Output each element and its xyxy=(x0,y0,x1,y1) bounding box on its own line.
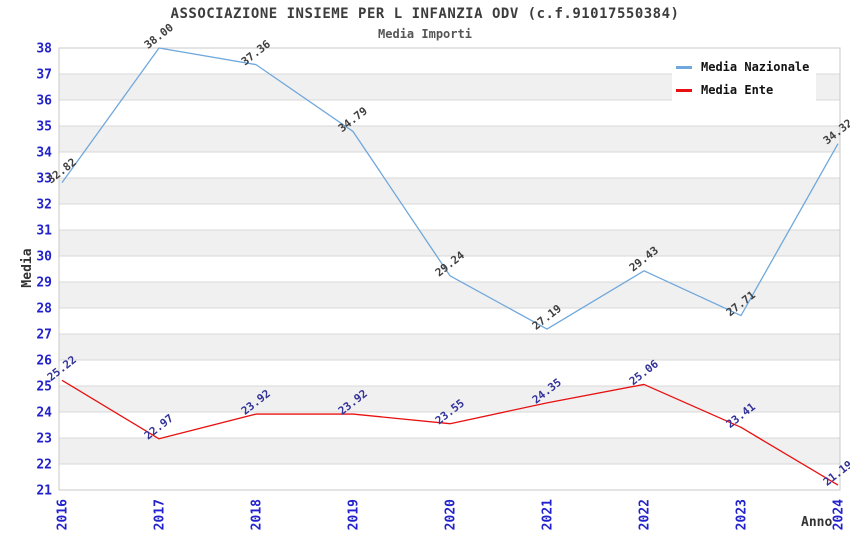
y-tick-label: 30 xyxy=(36,250,52,265)
y-tick-label: 22 xyxy=(36,458,52,473)
y-tick-label: 31 xyxy=(36,224,52,239)
x-tick-label: 2017 xyxy=(153,499,168,530)
line-swatch-nazionale-icon xyxy=(676,65,692,69)
chart-subtitle: Media Importi xyxy=(378,27,472,41)
plot-border xyxy=(58,47,841,491)
x-tick-label: 2019 xyxy=(347,499,362,530)
grid-band xyxy=(59,282,840,308)
y-tick-label: 35 xyxy=(36,120,52,135)
y-tick-label: 33 xyxy=(36,172,52,187)
data-point-label: 37.36 xyxy=(239,37,273,68)
series-line xyxy=(61,379,839,486)
y-tick-label: 38 xyxy=(36,42,52,57)
x-tick-label: 2023 xyxy=(735,499,750,530)
y-tick-label: 21 xyxy=(36,484,52,499)
x-tick-label: 2021 xyxy=(541,499,556,530)
chart-title: ASSOCIAZIONE INSIEME PER L INFANZIA ODV … xyxy=(170,6,680,22)
grid-band xyxy=(59,178,840,204)
y-tick-label: 28 xyxy=(36,302,52,317)
legend-label-nazionale: Media Nazionale xyxy=(701,60,810,74)
x-tick-label: 2022 xyxy=(638,499,653,530)
y-tick-label: 32 xyxy=(36,198,52,213)
y-tick-label: 25 xyxy=(36,380,52,395)
y-tick-label: 29 xyxy=(36,276,52,291)
y-tick-label: 36 xyxy=(36,94,52,109)
legend-item-media-nazionale: Media Nazionale xyxy=(676,60,816,74)
legend: Media Nazionale Media Ente xyxy=(672,52,816,105)
legend-label-ente: Media Ente xyxy=(701,83,774,97)
x-tick-label: 2020 xyxy=(444,499,459,530)
y-tick-label: 24 xyxy=(36,406,52,421)
legend-item-media-ente: Media Ente xyxy=(676,83,816,97)
grid-band xyxy=(59,386,840,412)
x-tick-label: 2018 xyxy=(250,499,265,530)
data-point-label: 38.00 xyxy=(142,21,176,52)
y-tick-label: 27 xyxy=(36,328,52,343)
y-tick-label: 37 xyxy=(36,68,52,83)
x-tick-label: 2024 xyxy=(832,499,847,530)
y-tick-label: 23 xyxy=(36,432,52,447)
grid-band xyxy=(59,230,840,256)
series-line xyxy=(61,47,839,330)
x-tick-label: 2016 xyxy=(56,499,71,530)
line-swatch-ente-icon xyxy=(676,88,692,92)
x-axis-label: Anno xyxy=(801,515,833,530)
y-tick-label: 34 xyxy=(36,146,52,161)
data-point-label: 25.06 xyxy=(627,357,661,388)
grid-band xyxy=(59,126,840,152)
grid-band xyxy=(59,438,840,464)
y-tick-label: 26 xyxy=(36,354,52,369)
grid-band xyxy=(59,334,840,360)
